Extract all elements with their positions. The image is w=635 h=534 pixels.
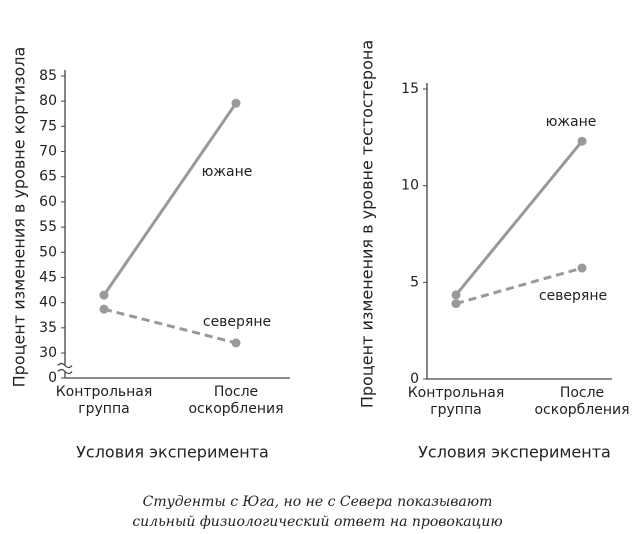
line: [455, 266, 583, 306]
y-tick-label: 80: [39, 93, 57, 109]
axis-break-gap: [59, 365, 71, 372]
line: [102, 102, 238, 296]
point: [231, 98, 241, 108]
y-axis-title: Процент изменения в уровне кортизола: [10, 47, 29, 388]
x-tick-label: После оскорбления: [534, 385, 630, 418]
x-tick-label: Контрольная группа: [407, 385, 505, 418]
y-tick-label: 45: [39, 269, 57, 285]
point: [577, 263, 587, 273]
axis-break: [57, 368, 73, 375]
point: [99, 304, 109, 314]
y-tick-label: 35: [39, 320, 57, 336]
y-tick-label: 10: [401, 178, 419, 194]
series-label: южане: [546, 114, 597, 130]
y-tick-label: 70: [39, 144, 57, 160]
point: [577, 136, 587, 146]
point: [451, 299, 461, 309]
y-tick-label: 75: [39, 118, 57, 134]
y-tick-label: 40: [39, 295, 57, 311]
x-tick-label: После оскорбления: [188, 384, 284, 417]
y-tick-label: 5: [410, 274, 419, 290]
x-axis-title: Условия эксперимента: [418, 443, 611, 462]
x-axis-title: Условия эксперимента: [76, 443, 269, 462]
line: [103, 307, 237, 345]
y-tick-label: 15: [401, 81, 419, 97]
y-tick-label: 0: [410, 371, 419, 387]
y-tick-label: 0: [48, 370, 57, 386]
line: [454, 140, 584, 296]
series-label: северяне: [203, 314, 271, 330]
y-tick-label: 65: [39, 169, 57, 185]
y-tick-label: 55: [39, 219, 57, 235]
series-label: северяне: [539, 288, 607, 304]
caption: Студенты с Юга, но не с Севера показываю…: [142, 494, 493, 510]
y-axis-title: Процент изменения в уровне тестостерона: [358, 40, 377, 408]
y-tick-label: 60: [39, 194, 57, 210]
series-label: южане: [202, 164, 253, 180]
y-tick-label: 50: [39, 244, 57, 260]
point: [231, 338, 241, 348]
axis-break: [57, 362, 73, 369]
x-tick-label: Контрольная группа: [55, 384, 153, 417]
point: [99, 290, 109, 300]
y-tick-label: 30: [39, 345, 57, 361]
caption: сильный физиологический ответ на провока…: [132, 514, 503, 530]
y-tick-label: 85: [39, 68, 57, 84]
point: [451, 290, 461, 300]
